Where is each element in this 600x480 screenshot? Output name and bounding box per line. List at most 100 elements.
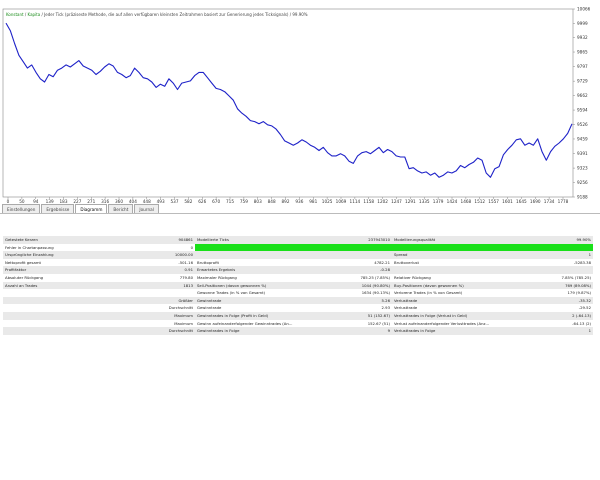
x-tick-label: 1778 bbox=[558, 199, 569, 204]
modeling-quality-bar bbox=[195, 243, 593, 252]
cell-c3: Verlusttrade bbox=[392, 296, 530, 305]
tab-bericht[interactable]: Bericht bbox=[108, 204, 134, 214]
cell-c2: Gewinntrades in Folge bbox=[195, 327, 332, 335]
cell-c1: Anzahl an Trades bbox=[3, 281, 59, 290]
table-row: Nettoprofit gesamt -501.16 Bruttoprofit 478… bbox=[3, 258, 593, 267]
cell-c1: Ursprüngliche Einzahlung bbox=[3, 251, 59, 259]
cell-c3: Verlorene Trades (in % von Gesamt) bbox=[392, 289, 530, 297]
cell-v2: 2.93 bbox=[332, 304, 392, 312]
x-tick-label: 582 bbox=[184, 199, 192, 204]
x-tick-label: 50 bbox=[19, 199, 25, 204]
y-tick-label: 9391 bbox=[577, 151, 588, 156]
cell-c3: Relativer Rückgang bbox=[392, 273, 530, 282]
cell-v3: -5283.38 bbox=[530, 258, 593, 267]
x-tick-label: 1291 bbox=[405, 199, 416, 204]
tester-tabs: Einstellungen Ergebnisse Diagramm Bericht Jo… bbox=[2, 204, 160, 214]
table-row: Profitfaktor 0.91 Erwartetes Ergebnis -0.28 bbox=[3, 266, 593, 274]
cell-c2: Gewonne Trades (in % von Gesamt) bbox=[195, 289, 332, 297]
cell-v1: 779.80 bbox=[59, 273, 195, 282]
x-tick-label: 1247 bbox=[391, 199, 402, 204]
x-tick-label: 1158 bbox=[363, 199, 374, 204]
y-tick-label: 9459 bbox=[577, 136, 588, 141]
cell-c1: Fehler in Chartanpassung bbox=[3, 243, 59, 252]
cell-v1: Durchschnitt bbox=[59, 304, 195, 312]
cell-c2: Gewinntrade bbox=[195, 296, 332, 305]
cell-c1: Getestete Kerzen bbox=[3, 236, 59, 244]
cell-c3: Buy-Positionen (davon gewonnen %) bbox=[392, 281, 530, 290]
y-tick-label: 9323 bbox=[577, 166, 588, 171]
x-tick-label: 271 bbox=[87, 199, 95, 204]
x-tick-label: 0 bbox=[7, 199, 10, 204]
y-tick-label: 9999 bbox=[577, 21, 588, 26]
cell-v1: 10000.00 bbox=[59, 251, 195, 259]
y-tick-label: 9662 bbox=[577, 93, 588, 98]
x-tick-label: 1114 bbox=[350, 199, 361, 204]
results-table: Getestete Kerzen 904861 Modellierte Ticks 2… bbox=[3, 236, 593, 335]
x-tick-label: 360 bbox=[115, 199, 123, 204]
tab-ergebnisse[interactable]: Ergebnisse bbox=[41, 204, 75, 214]
table-row: Größter Gewinntrade 5.26 Verlusttrade -35.32 bbox=[3, 296, 593, 305]
x-tick-label: 1335 bbox=[419, 199, 430, 204]
cell-v2: 237943010 bbox=[332, 236, 392, 244]
x-tick-label: 803 bbox=[254, 199, 262, 204]
cell-c2: Erwartetes Ergebnis bbox=[195, 266, 332, 274]
cell-v2: 9 bbox=[332, 327, 392, 335]
x-tick-label: 1069 bbox=[336, 199, 347, 204]
cell-v1: -501.16 bbox=[59, 258, 195, 267]
cell-c3: Modellierungsqualität bbox=[392, 236, 530, 244]
x-tick-label: 183 bbox=[60, 199, 68, 204]
x-tick-label: 759 bbox=[240, 199, 248, 204]
table-row: Maximum Gewinn aufeinanderfolgender Gewin… bbox=[3, 319, 593, 328]
legend-konstant: Konstant bbox=[6, 12, 24, 17]
x-tick-label: 139 bbox=[46, 199, 54, 204]
cell-v3: 7.85% (785.25) bbox=[530, 273, 593, 282]
divider bbox=[0, 213, 600, 214]
cell-v3: -64.13 (2) bbox=[530, 319, 593, 328]
cell-v1: Maximum bbox=[59, 319, 195, 328]
y-tick-label: 9188 bbox=[577, 195, 588, 200]
table-row: Gewonne Trades (in % von Gesamt) 1634 (90… bbox=[3, 289, 593, 297]
cell-v2: 1044 (90.80%) bbox=[332, 281, 392, 290]
x-tick-label: 715 bbox=[226, 199, 234, 204]
x-tick-label: 537 bbox=[171, 199, 179, 204]
balance-chart-svg: 1006699999932986597979729966295949526945… bbox=[2, 7, 591, 204]
cell-c1: Absoluter Rückgang bbox=[3, 273, 59, 282]
x-tick-label: 1601 bbox=[502, 199, 513, 204]
tab-journal[interactable]: Journal bbox=[134, 204, 159, 214]
tab-einstellungen[interactable]: Einstellungen bbox=[2, 204, 41, 214]
x-tick-label: 316 bbox=[101, 199, 109, 204]
cell-c2: Maximaler Rückgang bbox=[195, 273, 332, 282]
cell-v1: Größter bbox=[59, 296, 195, 305]
cell-v3: -35.32 bbox=[530, 296, 593, 305]
x-tick-label: 892 bbox=[282, 199, 290, 204]
tab-diagramm[interactable]: Diagramm bbox=[75, 204, 108, 214]
legend-text: / Jeder Tick (präziseste Methode, die au… bbox=[41, 12, 308, 17]
x-tick-label: 227 bbox=[73, 199, 81, 204]
cell-v2: 785.25 (7.85%) bbox=[332, 273, 392, 282]
cell-v3: 2 (-64.13) bbox=[530, 311, 593, 320]
cell-c3: Verlusttrades in Folge bbox=[392, 327, 530, 335]
cell-v1: 1813 bbox=[59, 281, 195, 290]
y-tick-label: 9729 bbox=[577, 79, 588, 84]
x-tick-label: 94 bbox=[33, 199, 39, 204]
cell-c2: Modellierte Ticks bbox=[195, 236, 332, 244]
cell-c2: Gewinntrades in Folge (Profit in Geld) bbox=[195, 311, 332, 320]
cell-c1: Profitfaktor bbox=[3, 266, 59, 274]
x-tick-label: 1645 bbox=[516, 199, 527, 204]
x-tick-label: 1512 bbox=[474, 199, 485, 204]
cell-v3: 99.90% bbox=[530, 236, 593, 244]
table-row: Anzahl an Trades 1813 Sell-Positionen (dav… bbox=[3, 281, 593, 290]
cell-c1 bbox=[3, 311, 59, 320]
balance-chart: 10066 9999 9932 9865 9797 9729 9662 9594 9526 945… bbox=[0, 0, 600, 205]
table-row: Durchschnitt Gewinntrades in Folge 9 Verlus… bbox=[3, 327, 593, 335]
cell-c1: Nettoprofit gesamt bbox=[3, 258, 59, 267]
table-row: Getestete Kerzen 904861 Modellierte Ticks 2… bbox=[3, 236, 593, 244]
cell-v1: 0 bbox=[59, 243, 195, 252]
cell-c1 bbox=[3, 327, 59, 335]
plot-frame bbox=[2, 8, 574, 198]
cell-v3: 179 (9.87%) bbox=[530, 289, 593, 297]
cell-c3 bbox=[392, 266, 530, 274]
x-tick-label: 404 bbox=[129, 199, 137, 204]
chart-legend: Konstant / Kapita / Jeder Tick (präzises… bbox=[6, 12, 308, 17]
y-tick-label: 9526 bbox=[577, 122, 588, 127]
